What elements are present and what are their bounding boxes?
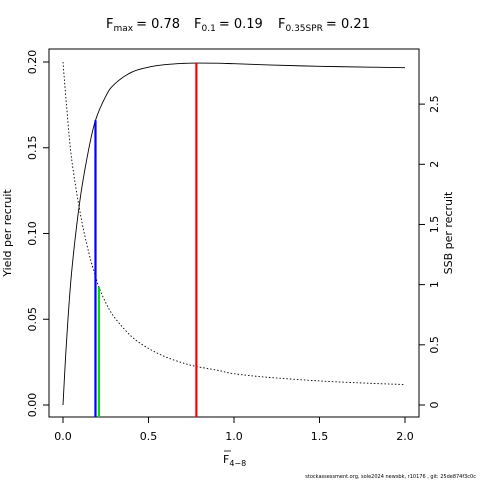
y-left-tick-label: 0.10	[26, 221, 39, 246]
title-f01: F0.1 = 0.19	[194, 17, 263, 34]
x-tick-label: 1.0	[225, 430, 243, 443]
footer-note: stockassessment.org, sole2024 newsbk, r1…	[305, 474, 476, 480]
title-f035spr: F0.35SPR = 0.21	[278, 17, 370, 34]
chart-title: Fmax = 0.78 F0.1 = 0.19 F0.35SPR = 0.21	[106, 17, 370, 34]
reference-lines	[94, 63, 198, 417]
x-tick-label: 0.5	[140, 430, 158, 443]
y-right-tick-label: 0	[428, 402, 441, 409]
series-layer	[62, 61, 406, 406]
y-right-tick-label: 1	[428, 281, 441, 288]
y-axis-right: 0 0.5 1 1.5 2 2.5	[418, 95, 441, 409]
y-axis-left-label: Yield per recruit	[1, 189, 14, 278]
title-fmax: Fmax = 0.78	[106, 17, 180, 34]
y-axis-left: 0.00 0.05 0.10 0.15 0.20	[26, 50, 50, 418]
y-right-tick-label: 1.5	[428, 216, 441, 234]
ssb-per-recruit-line	[62, 61, 406, 385]
x-tick-label: 0.0	[54, 430, 72, 443]
y-right-tick-label: 2.5	[428, 95, 441, 113]
x-axis-label-text: F4−8	[223, 453, 246, 468]
x-tick-label: 2.0	[396, 430, 414, 443]
y-left-tick-label: 0.05	[26, 307, 39, 332]
x-axis-label: F4−8	[223, 450, 246, 468]
x-tick-label: 1.5	[311, 430, 329, 443]
y-axis-right-label: SSB per recruit	[442, 191, 455, 274]
yield-per-recruit-line	[62, 62, 406, 406]
y-left-tick-label: 0.00	[26, 393, 39, 418]
y-left-tick-label: 0.15	[26, 136, 39, 161]
y-left-tick-label: 0.20	[26, 50, 39, 75]
x-axis: 0.0 0.5 1.0 1.5 2.0	[54, 416, 414, 443]
y-right-tick-label: 2	[428, 161, 441, 168]
y-right-tick-label: 0.5	[428, 336, 441, 354]
plot-frame	[48, 48, 420, 418]
